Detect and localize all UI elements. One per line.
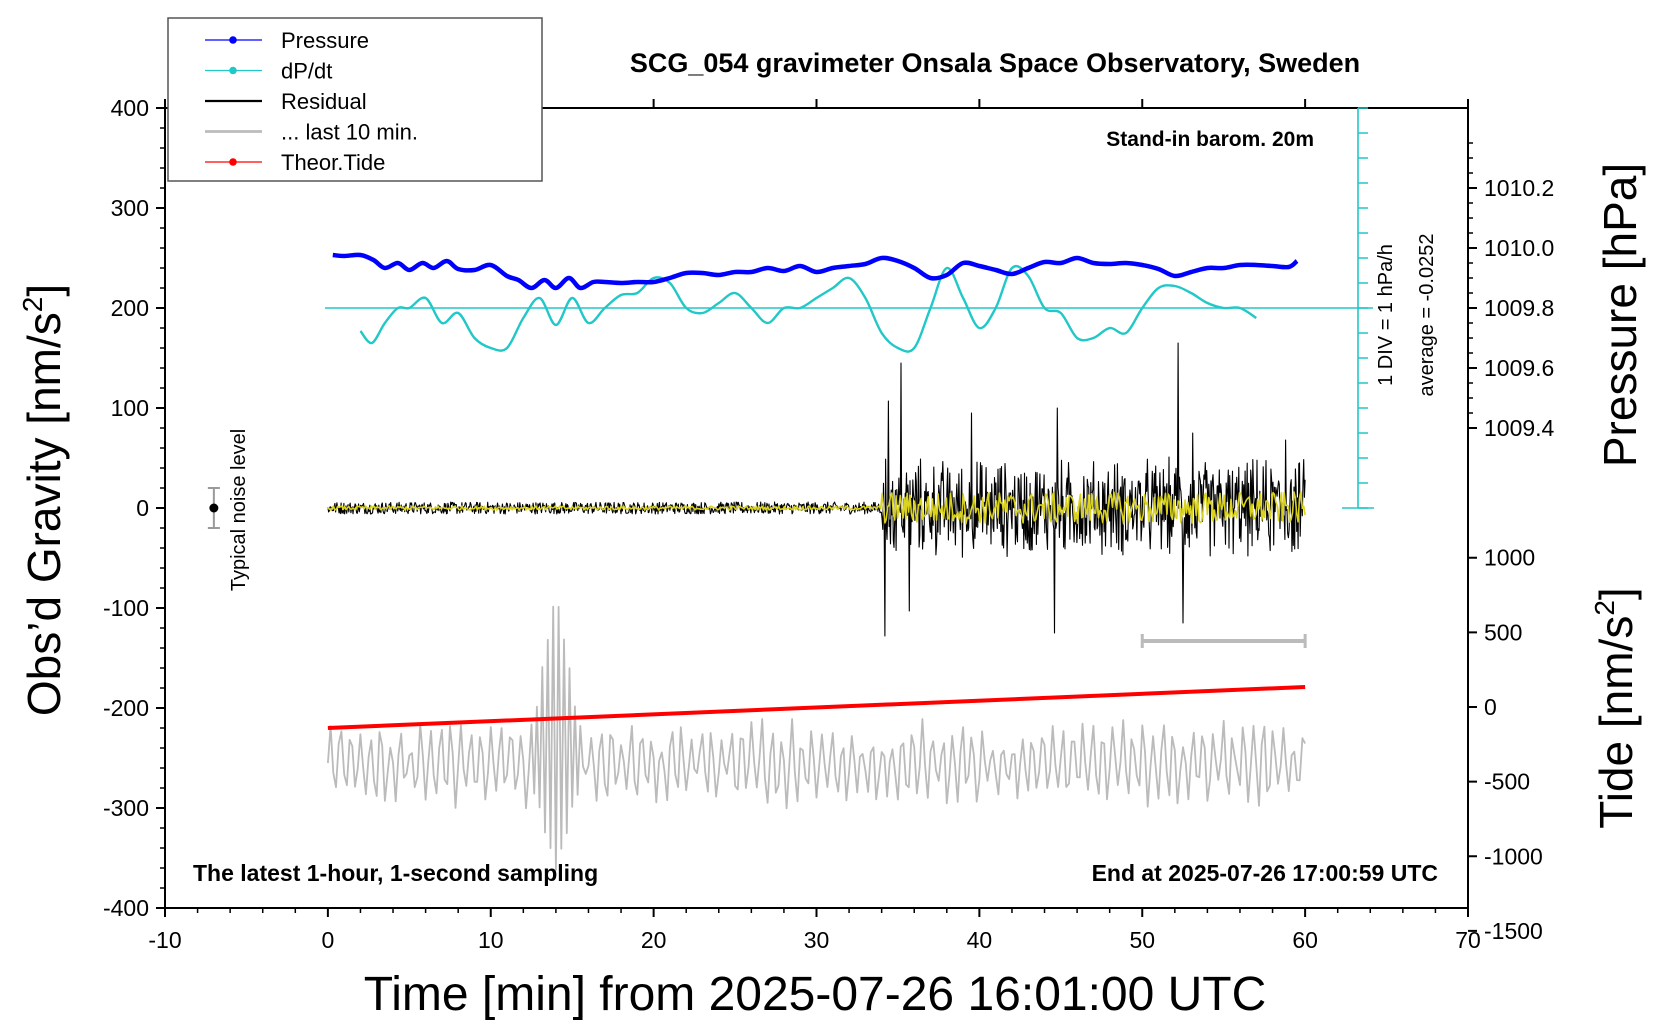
x-tick-label: 50 (1129, 927, 1155, 953)
noise-level-label: Typical noise level (228, 429, 250, 591)
y-tick-label: 0 (136, 495, 149, 521)
y-tick-label: -300 (103, 795, 149, 821)
tide-axis-title: Tide [nm/s2] (1589, 587, 1642, 828)
y-tick-label: 400 (111, 95, 149, 121)
y-tick-label: 200 (111, 295, 149, 321)
pressure-tick-label: 1009.8 (1484, 295, 1554, 321)
legend-label: ... last 10 min. (281, 120, 418, 145)
x-tick-label: 60 (1292, 927, 1318, 953)
legend-label: Residual (281, 89, 367, 114)
last10-series-line (327, 605, 1306, 871)
legend: Pressure dP/dt Residual ... last 10 min. The… (167, 17, 543, 182)
end-time-annotation: End at 2025-07-26 17:00:59 UTC (1092, 860, 1438, 886)
tide-tick-label: 0 (1484, 694, 1497, 720)
pressure-tick-label: 1010.2 (1484, 175, 1554, 201)
x-tick-label: -10 (148, 927, 181, 953)
x-axis-title: Time [min] from 2025-07-26 16:01:00 UTC (364, 968, 1267, 1020)
div-scale-label: 1 DIV = 1 hPa/h (1375, 244, 1397, 386)
y-tick-label: -100 (103, 595, 149, 621)
y-tick-label: 100 (111, 395, 149, 421)
tide-axis-title-close: ] (1590, 587, 1642, 600)
dpdt-series-line (359, 264, 1257, 353)
tide-tick-label: -1000 (1484, 843, 1543, 869)
pressure-tick-label: 1010.0 (1484, 235, 1554, 261)
average-label: average = -0.0252 (1416, 234, 1438, 397)
x-tick-label: 30 (804, 927, 830, 953)
x-tick-label: 20 (641, 927, 667, 953)
y-axis-title-left-sup: 2 (17, 297, 48, 313)
y-axis-title-left-text: Obs’d Gravity [nm/s (18, 312, 70, 716)
legend-label: Pressure (281, 28, 369, 53)
noise-dot (209, 503, 219, 513)
tide-series-line (327, 685, 1306, 730)
y-axis-title-left: Obs’d Gravity [nm/s2] (17, 284, 70, 716)
tide-axis-title-sup: 2 (1589, 600, 1620, 616)
legend-label: Theor.Tide (281, 150, 385, 175)
legend-marker-dot (229, 66, 237, 75)
residual-series-line (327, 342, 1306, 637)
tide-tick-label: 1000 (1484, 545, 1535, 571)
tide-axis-title-text: Tide [nm/s (1590, 616, 1642, 829)
y-tick-label: 300 (111, 195, 149, 221)
sampling-annotation: The latest 1-hour, 1-second sampling (193, 860, 598, 886)
y-tick-label: -200 (103, 695, 149, 721)
legend-label: dP/dt (281, 59, 332, 84)
x-tick-label: 40 (967, 927, 993, 953)
x-tick-label: 0 (321, 927, 334, 953)
barometer-annotation: Stand-in barom. 20m (1106, 128, 1314, 151)
chart-title: SCG_054 gravimeter Onsala Space Observat… (630, 48, 1360, 78)
x-tick-label: 10 (478, 927, 504, 953)
tide-tick-label: -1500 (1484, 918, 1543, 944)
legend-marker-dot (229, 36, 237, 44)
y-tick-label: -400 (103, 895, 149, 921)
legend-box (167, 17, 543, 182)
pressure-tick-label: 1009.6 (1484, 355, 1554, 381)
pressure-tick-label: 1009.4 (1484, 415, 1555, 441)
y-axis-title-left-close: ] (18, 284, 70, 297)
pressure-axis-title: Pressure [hPa] (1594, 163, 1646, 467)
legend-marker-dot (229, 158, 237, 166)
residual-filtered-line (327, 491, 1306, 525)
tide-tick-label: -500 (1484, 769, 1530, 795)
pressure-series-line (332, 252, 1299, 291)
tide-tick-label: 500 (1484, 619, 1522, 645)
